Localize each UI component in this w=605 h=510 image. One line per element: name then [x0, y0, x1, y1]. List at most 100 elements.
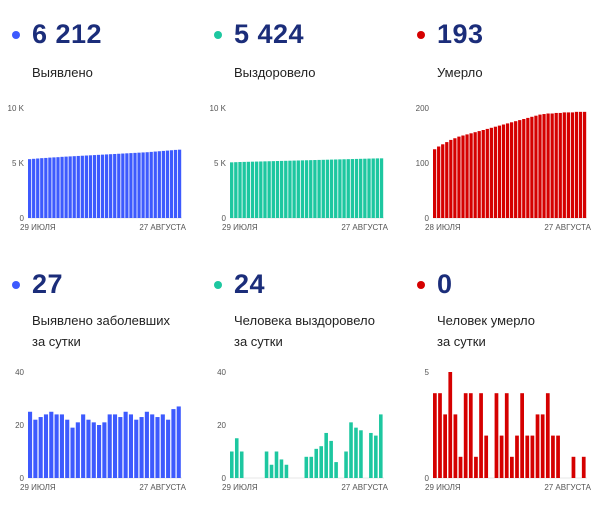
bar — [438, 393, 442, 478]
x-tick-label: 29 ИЮЛЯ — [20, 483, 56, 492]
stat-value: 5 424 — [234, 19, 305, 49]
bar — [153, 151, 157, 218]
bar — [48, 157, 52, 218]
bar — [284, 160, 288, 218]
series-dot-icon — [214, 31, 222, 39]
bar — [359, 158, 363, 218]
y-tick-label: 5 K — [214, 159, 227, 168]
bar — [520, 393, 524, 478]
bar — [157, 151, 161, 218]
bar — [474, 456, 478, 478]
bar — [242, 161, 246, 218]
bar — [473, 132, 477, 218]
bar — [274, 451, 279, 478]
y-tick-label: 0 — [222, 474, 227, 483]
bar — [59, 414, 64, 478]
bar — [70, 427, 75, 478]
y-tick-label: 20 — [15, 421, 24, 430]
bar — [100, 154, 105, 218]
bar — [329, 159, 334, 218]
bar — [489, 127, 493, 218]
bar — [443, 414, 447, 478]
bar — [554, 112, 558, 218]
y-tick-label: 0 — [425, 214, 430, 223]
bar — [137, 152, 141, 218]
bar — [54, 414, 59, 478]
series-dot-icon — [214, 281, 222, 289]
bar — [309, 456, 314, 478]
bar — [246, 161, 251, 218]
bar — [562, 112, 566, 218]
bar — [288, 160, 292, 218]
x-tick-label: 29 ИЮЛЯ — [425, 483, 461, 492]
bar — [230, 162, 234, 218]
bar — [546, 113, 550, 218]
bar — [33, 419, 38, 478]
bar — [344, 451, 348, 478]
stat-value: 193 — [437, 19, 484, 49]
bar — [334, 462, 338, 478]
bar — [238, 162, 242, 218]
y-tick-label: 20 — [217, 421, 226, 430]
bar — [43, 414, 49, 478]
bar — [250, 161, 255, 218]
panel-recovered: 5 424 Выздоровело 10 K 5 K 0 29 ИЮЛЯ 27 АВГУ… — [210, 10, 402, 260]
bar — [540, 414, 545, 478]
bar — [173, 149, 178, 218]
chart-detected-daily: 40 20 029 ИЮЛЯ 27 АВГУСТА — [15, 368, 187, 492]
bar — [494, 393, 499, 478]
bar — [538, 114, 542, 218]
stat-value: 0 — [437, 269, 453, 299]
bar — [463, 393, 468, 478]
bar — [144, 411, 149, 478]
bar — [325, 159, 330, 218]
bar — [354, 427, 358, 478]
bar — [150, 414, 155, 478]
bar — [317, 159, 321, 218]
y-tick-label: 10 K — [8, 104, 25, 113]
bar — [88, 155, 93, 218]
panel-detected: 6 212 Выявлено 10 K 5 K 0 29 ИЮЛЯ 27 АВГУСТА — [8, 10, 200, 260]
x-tick-label: 27 АВГУСТА — [341, 483, 388, 492]
bar — [121, 153, 125, 218]
bar — [129, 153, 133, 218]
bar — [40, 158, 44, 218]
bar — [176, 406, 181, 478]
bar — [161, 150, 165, 218]
y-tick-label: 0 — [222, 214, 227, 223]
bar — [304, 160, 309, 218]
stat-label-line-1: Выявлено заболевших — [32, 313, 170, 328]
series-dot-icon — [417, 31, 425, 39]
bar — [504, 393, 509, 478]
bar — [65, 419, 70, 478]
bar — [300, 160, 305, 218]
bar — [354, 158, 359, 218]
bar — [530, 116, 534, 218]
bar — [263, 161, 267, 218]
stat-label-line-1: Человека выздоровело — [234, 313, 375, 328]
bar — [49, 411, 54, 478]
y-tick-label: 10 K — [210, 104, 227, 113]
bar — [279, 160, 284, 218]
stat-label-line-2: за сутки — [437, 334, 486, 349]
bar — [359, 430, 363, 478]
y-tick-label: 0 — [20, 214, 25, 223]
stat-label-line-1: Человек умерло — [437, 313, 535, 328]
bar — [313, 160, 317, 218]
chart-died: 200 100 028 ИЮЛЯ 27 АВГУСТА — [416, 104, 592, 232]
bar — [535, 414, 540, 478]
bar — [234, 438, 239, 478]
bar — [545, 393, 550, 478]
stat-label: Умерло — [437, 65, 483, 80]
bar — [38, 417, 43, 478]
bar — [68, 156, 72, 218]
bar — [134, 419, 139, 478]
chart-detected: 10 K 5 K 029 ИЮЛЯ 27 АВГУСТА — [8, 104, 187, 232]
bar — [141, 152, 145, 218]
bar — [437, 146, 441, 218]
x-tick-label: 27 АВГУСТА — [139, 483, 186, 492]
chart-died-daily: 5 029 ИЮЛЯ 27 АВГУСТА — [425, 368, 592, 492]
bar — [465, 134, 469, 218]
series-dot-icon — [417, 281, 425, 289]
bar — [112, 414, 118, 478]
